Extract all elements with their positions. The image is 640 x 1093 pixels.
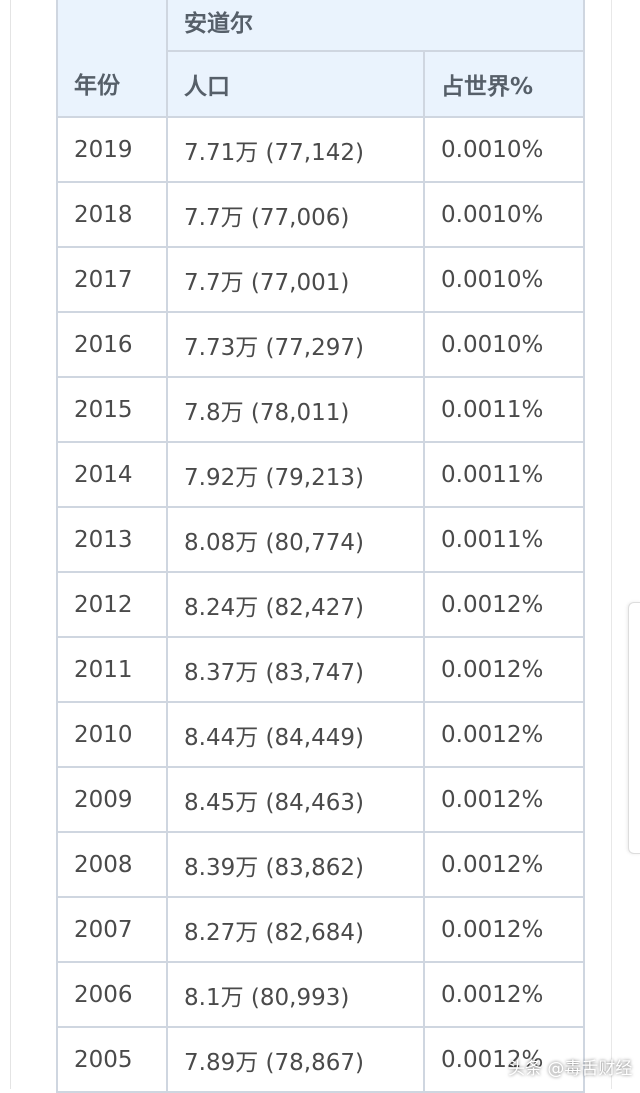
population-cell: 8.27万 (82,684) — [166, 896, 425, 963]
right-margin-line — [611, 0, 612, 1089]
table-row: 2019 7.71万 (77,142) 0.0010% — [56, 116, 585, 183]
population-cell: 8.39万 (83,862) — [166, 831, 425, 898]
world-share-cell: 0.0010% — [423, 311, 585, 378]
year-cell: 2006 — [56, 961, 168, 1028]
table-header-row: 人口 占世界% — [57, 50, 585, 118]
year-cell: 2013 — [56, 506, 168, 573]
table-row: 2007 8.27万 (82,684) 0.0012% — [56, 896, 585, 963]
population-cell: 8.45万 (84,463) — [166, 766, 425, 833]
world-share-cell: 0.0011% — [423, 506, 585, 573]
watermark: 头条 @毒舌财经 — [508, 1059, 633, 1079]
table-row: 2010 8.44万 (84,449) 0.0012% — [56, 701, 585, 768]
population-table: 年份 安道尔 人口 占世界% 2019 7.71万 (77,142) 0.0010%… — [56, 0, 585, 1093]
population-cell: 7.8万 (78,011) — [166, 376, 425, 443]
year-cell: 2012 — [56, 571, 168, 638]
table-header-row-group: 年份 安道尔 — [56, 0, 585, 118]
table-row: 2005 7.89万 (78,867) 0.0012% — [56, 1026, 585, 1093]
table-row: 2014 7.92万 (79,213) 0.0011% — [56, 441, 585, 508]
country-group-header: 安道尔 — [166, 0, 585, 52]
table-row: 2013 8.08万 (80,774) 0.0011% — [56, 506, 585, 573]
year-cell: 2014 — [56, 441, 168, 508]
table-row: 2009 8.45万 (84,463) 0.0012% — [56, 766, 585, 833]
population-cell: 7.71万 (77,142) — [166, 116, 425, 183]
year-cell: 2016 — [56, 311, 168, 378]
population-table-container: 年份 安道尔 人口 占世界% 2019 7.71万 (77,142) 0.0010%… — [56, 0, 586, 1093]
population-cell: 8.24万 (82,427) — [166, 571, 425, 638]
world-share-cell: 0.0012% — [423, 766, 585, 833]
population-cell: 8.1万 (80,993) — [166, 961, 425, 1028]
year-column-header: 年份 — [56, 0, 168, 118]
world-share-cell: 0.0010% — [423, 116, 585, 183]
table-row: 2015 7.8万 (78,011) 0.0011% — [56, 376, 585, 443]
table-row: 2012 8.24万 (82,427) 0.0012% — [56, 571, 585, 638]
world-share-cell: 0.0012% — [423, 701, 585, 768]
world-share-cell: 0.0012% — [423, 831, 585, 898]
world-share-cell: 0.0012% — [423, 896, 585, 963]
year-cell: 2015 — [56, 376, 168, 443]
world-share-column-header: 占世界% — [423, 50, 585, 118]
year-cell: 2017 — [56, 246, 168, 313]
population-cell: 7.92万 (79,213) — [166, 441, 425, 508]
year-cell: 2011 — [56, 636, 168, 703]
population-cell: 8.44万 (84,449) — [166, 701, 425, 768]
table-row: 2008 8.39万 (83,862) 0.0012% — [56, 831, 585, 898]
year-cell: 2010 — [56, 701, 168, 768]
world-share-cell: 0.0011% — [423, 441, 585, 508]
population-cell: 7.7万 (77,006) — [166, 181, 425, 248]
population-cell: 8.37万 (83,747) — [166, 636, 425, 703]
scroll-handle[interactable] — [628, 602, 640, 854]
table-row: 2011 8.37万 (83,747) 0.0012% — [56, 636, 585, 703]
world-share-cell: 0.0011% — [423, 376, 585, 443]
year-cell: 2009 — [56, 766, 168, 833]
table-row: 2017 7.7万 (77,001) 0.0010% — [56, 246, 585, 313]
population-cell: 8.08万 (80,774) — [166, 506, 425, 573]
table-row: 2016 7.73万 (77,297) 0.0010% — [56, 311, 585, 378]
world-share-cell: 0.0012% — [423, 571, 585, 638]
left-margin — [0, 0, 11, 1089]
table-row: 2006 8.1万 (80,993) 0.0012% — [56, 961, 585, 1028]
population-cell: 7.89万 (78,867) — [166, 1026, 425, 1093]
world-share-cell: 0.0012% — [423, 636, 585, 703]
year-cell: 2008 — [56, 831, 168, 898]
population-column-header: 人口 — [166, 50, 425, 118]
year-cell: 2018 — [56, 181, 168, 248]
world-share-cell: 0.0010% — [423, 246, 585, 313]
table-row: 2018 7.7万 (77,006) 0.0010% — [56, 181, 585, 248]
year-cell: 2007 — [56, 896, 168, 963]
year-cell: 2019 — [56, 116, 168, 183]
world-share-cell: 0.0010% — [423, 181, 585, 248]
world-share-cell: 0.0012% — [423, 961, 585, 1028]
year-cell: 2005 — [56, 1026, 168, 1093]
population-cell: 7.73万 (77,297) — [166, 311, 425, 378]
population-cell: 7.7万 (77,001) — [166, 246, 425, 313]
